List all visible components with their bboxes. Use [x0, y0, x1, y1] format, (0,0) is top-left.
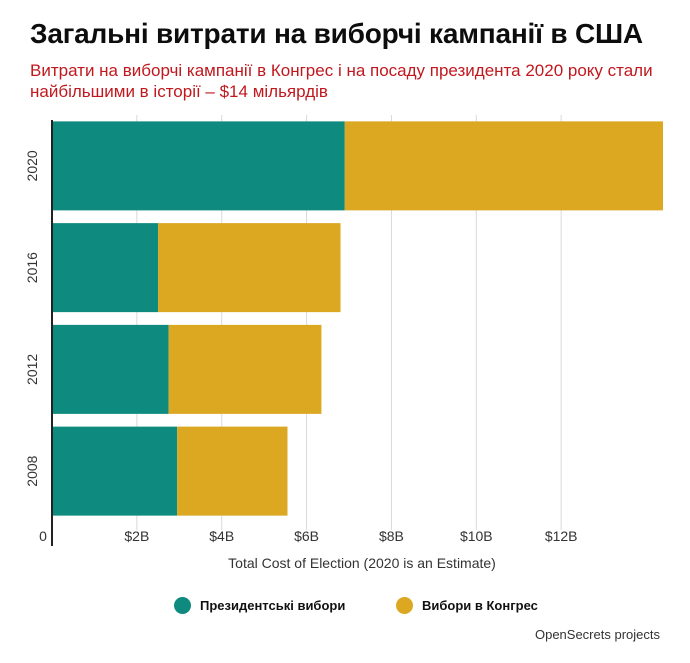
- bar-2020-congress: [344, 121, 663, 211]
- x-tick-label-6: $12B: [545, 528, 578, 544]
- legend-label-presidential: Президентські вибори: [200, 598, 346, 613]
- chart-title: Загальні витрати на виборчі кампанії в С…: [30, 18, 643, 49]
- x-axis-title: Total Cost of Election (2020 is an Estim…: [228, 555, 496, 571]
- bar-2008-presidential: [52, 426, 178, 516]
- chart-subtitle: Витрати на виборчі кампанії в Конгрес і …: [30, 61, 653, 101]
- bar-2016-presidential: [52, 223, 159, 313]
- stacked-bar-chart: 2020 2016 2012 2008 0 $2B $4B $6B $8B $10B $12B Tot…: [24, 115, 663, 571]
- source-credit: OpenSecrets projects: [534, 627, 660, 642]
- x-tick-label-0: 0: [39, 528, 47, 544]
- legend-item-congress: Вибори в Конгрес: [396, 597, 538, 614]
- y-tick-label-2016: 2016: [24, 252, 40, 283]
- x-tick-label-4: $8B: [379, 528, 404, 544]
- y-tick-label-2020: 2020: [24, 150, 40, 181]
- x-tick-label-5: $10B: [460, 528, 493, 544]
- legend-label-congress: Вибори в Конгрес: [422, 598, 538, 613]
- bar-2012-presidential: [52, 324, 169, 414]
- y-tick-label-2012: 2012: [24, 354, 40, 385]
- bar-2016-congress: [158, 223, 341, 313]
- y-tick-label-2008: 2008: [24, 455, 40, 486]
- legend-swatch-presidential: [174, 597, 191, 614]
- x-tick-label-3: $6B: [294, 528, 319, 544]
- legend-item-presidential: Президентські вибори: [174, 597, 345, 614]
- bar-2020-presidential: [52, 121, 345, 211]
- bar-2012-congress: [168, 324, 322, 414]
- bar-2008-congress: [177, 426, 288, 516]
- x-tick-label-2: $4B: [209, 528, 234, 544]
- x-tick-label-1: $2B: [124, 528, 149, 544]
- legend-swatch-congress: [396, 597, 413, 614]
